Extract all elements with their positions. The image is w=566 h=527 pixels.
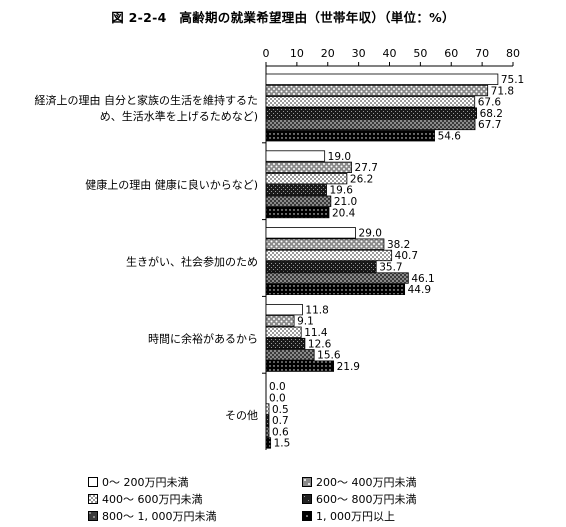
legend-item: 1, 000万円以上 — [302, 508, 395, 524]
bar — [265, 118, 476, 131]
data-label: 1.5 — [274, 438, 291, 450]
data-label: 20.4 — [332, 207, 356, 219]
data-label: 29.0 — [359, 228, 382, 240]
legend-swatch — [302, 477, 312, 487]
data-label: 27.7 — [355, 162, 378, 174]
data-label: 11.4 — [304, 327, 328, 339]
legend-label: 600～ 800万円未満 — [316, 493, 417, 506]
data-label: 0.5 — [272, 404, 289, 416]
data-label: 40.7 — [395, 250, 418, 262]
data-label: 38.2 — [387, 239, 410, 251]
bar — [265, 315, 295, 327]
data-label: 67.6 — [478, 97, 502, 109]
data-label: 9.1 — [297, 316, 314, 328]
data-label: 19.6 — [330, 185, 354, 197]
x-tick-label: 60 — [444, 47, 458, 60]
legend-label: 400～ 600万円未満 — [102, 493, 203, 506]
category-label: 経済上の理由 自分と家族の生活を維持するた — [35, 93, 259, 107]
bar — [265, 172, 348, 185]
bars-layer — [265, 73, 499, 449]
legend-item: 600～ 800万円未満 — [302, 491, 417, 507]
legend-item: 200～ 400万円未満 — [302, 474, 417, 490]
x-tick-label: 0 — [263, 47, 270, 60]
chart-title: 図 2-2-4 高齢期の就業希望理由（世帯年収）（単位：%） — [111, 10, 455, 25]
bar — [265, 303, 303, 316]
bar — [265, 437, 272, 449]
legend-swatch — [88, 494, 98, 504]
data-label: 0.0 — [269, 393, 286, 405]
category-label: 健康上の理由 健康に良いからなど) — [85, 178, 258, 192]
legend-label: 0～ 200万円未満 — [102, 476, 189, 489]
data-label: 68.2 — [480, 108, 503, 120]
x-tick-label: 10 — [290, 47, 304, 60]
legend-swatch — [88, 511, 98, 521]
data-label: 19.0 — [328, 151, 351, 163]
data-label: 26.2 — [350, 173, 373, 185]
legend-label: 200～ 400万円未満 — [316, 476, 417, 489]
bar — [265, 283, 406, 296]
data-label: 46.1 — [411, 273, 434, 285]
bar — [265, 272, 409, 284]
bar — [265, 326, 302, 338]
x-tick-label: 40 — [383, 47, 397, 60]
data-label: 11.8 — [305, 304, 328, 316]
legend-label: 800～ 1, 000万円未満 — [102, 510, 217, 523]
bar — [265, 107, 477, 119]
bar — [265, 414, 270, 427]
x-tick-label: 70 — [475, 47, 489, 60]
bar — [265, 96, 476, 108]
legend-label: 1, 000万円以上 — [316, 510, 395, 523]
bar — [265, 130, 435, 142]
x-tick-label: 30 — [352, 47, 366, 60]
data-label: 44.9 — [408, 284, 431, 296]
data-label: 35.7 — [379, 262, 402, 274]
category-label: め、生活水準を上げるためなど) — [100, 109, 258, 123]
bar — [265, 73, 499, 85]
data-label: 12.6 — [308, 338, 332, 350]
bar — [265, 425, 270, 438]
category-label: 時間に余裕があるから — [148, 331, 258, 345]
labels-layer: 75.171.867.668.267.7 54.6 19.0 27.726.219.6… — [269, 74, 524, 450]
data-label: 71.8 — [491, 85, 514, 97]
x-tick-label: 80 — [506, 47, 520, 60]
bar — [265, 195, 332, 207]
category-label: 生きがい、社会参加のため — [126, 255, 258, 269]
data-label: 0.6 — [272, 426, 289, 438]
data-label: 0.7 — [272, 415, 289, 427]
data-label: 21.9 — [337, 361, 360, 373]
bar — [265, 238, 385, 250]
data-label: 15.6 — [317, 350, 341, 362]
legend-swatch — [88, 477, 98, 487]
data-label: 0.0 — [269, 381, 286, 393]
legend-swatch — [302, 494, 312, 504]
bar — [265, 206, 330, 219]
category-label: その他 — [225, 409, 258, 422]
bar — [265, 161, 352, 174]
x-tick-label: 50 — [413, 47, 427, 60]
axis-layer: 0 10 20 30 40 50 60 70 80 経済上の理由 自分と家族の生活を維持するため、… — [35, 47, 520, 450]
data-label: 67.7 — [478, 119, 501, 131]
bar — [265, 349, 315, 361]
legend-item: 0～ 200万円未満 — [88, 474, 189, 490]
bar — [265, 150, 326, 162]
legend-item: 800～ 1, 000万円未満 — [88, 508, 216, 524]
bar — [265, 249, 393, 262]
bar — [265, 227, 356, 239]
bar — [265, 403, 270, 415]
legend-item: 400～ 600万円未満 — [88, 491, 203, 507]
data-label: 21.0 — [334, 196, 357, 208]
bar-chart: 0 10 20 30 40 50 60 70 80 経済上の理由 自分と家族の生活を維持するため、… — [35, 47, 524, 450]
bar — [265, 337, 306, 350]
data-label: 75.1 — [501, 74, 524, 86]
bar — [265, 360, 335, 372]
bar — [265, 184, 327, 196]
data-label: 54.6 — [438, 131, 462, 143]
x-tick-label: 20 — [321, 47, 335, 60]
legend-swatch — [302, 511, 312, 521]
bar — [265, 261, 377, 273]
bar — [265, 84, 489, 97]
